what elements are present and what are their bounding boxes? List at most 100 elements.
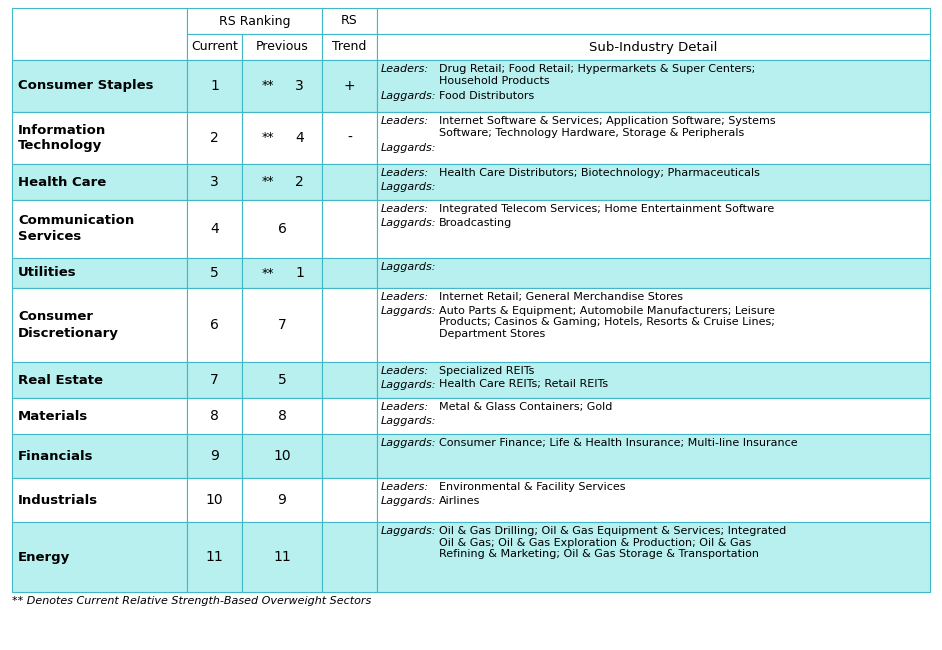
Bar [242, 398, 322, 434]
Text: 6: 6 [210, 318, 219, 332]
Text: Laggards:: Laggards: [381, 438, 436, 448]
Text: Auto Parts & Equipment; Automobile Manufacturers; Leisure
Products; Casinos & Ga: Auto Parts & Equipment; Automobile Manuf… [439, 306, 775, 339]
Text: Laggards:: Laggards: [381, 143, 436, 153]
Text: Laggards:: Laggards: [381, 495, 436, 506]
Bar [242, 164, 322, 200]
Bar [12, 398, 187, 434]
Bar [242, 60, 322, 112]
Bar [322, 258, 377, 288]
Text: Leaders:: Leaders: [381, 64, 430, 74]
Text: Trend: Trend [333, 40, 366, 53]
Bar [322, 8, 377, 34]
Bar [377, 164, 930, 200]
Text: Laggards:: Laggards: [381, 380, 436, 389]
Bar [377, 60, 930, 112]
Bar [322, 34, 377, 60]
Bar [187, 258, 242, 288]
Text: Laggards:: Laggards: [381, 262, 436, 272]
Bar [242, 478, 322, 522]
Text: -: - [347, 131, 352, 145]
Text: RS: RS [341, 14, 358, 27]
Bar [12, 522, 187, 592]
Text: Sub-Industry Detail: Sub-Industry Detail [590, 40, 718, 53]
Text: 7: 7 [210, 373, 219, 387]
Bar [322, 398, 377, 434]
Text: Broadcasting: Broadcasting [439, 218, 512, 227]
Text: 5: 5 [278, 373, 286, 387]
Bar [377, 434, 930, 478]
Bar [187, 34, 242, 60]
Text: Internet Retail; General Merchandise Stores: Internet Retail; General Merchandise Sto… [439, 292, 683, 302]
Text: Financials: Financials [18, 450, 93, 463]
Text: Leaders:: Leaders: [381, 168, 430, 178]
Text: Laggards:: Laggards: [381, 181, 436, 192]
Text: Information
Technology: Information Technology [18, 124, 106, 153]
Text: Health Care: Health Care [18, 176, 106, 188]
Text: Leaders:: Leaders: [381, 116, 430, 126]
Text: Environmental & Facility Services: Environmental & Facility Services [439, 482, 625, 492]
Bar [187, 200, 242, 258]
Text: Consumer
Discretionary: Consumer Discretionary [18, 311, 119, 339]
Bar [322, 60, 377, 112]
Bar [12, 200, 187, 258]
Text: 9: 9 [278, 493, 286, 507]
Bar [377, 288, 930, 362]
Bar [12, 258, 187, 288]
Text: Leaders:: Leaders: [381, 292, 430, 302]
Bar [322, 200, 377, 258]
Text: Health Care Distributors; Biotechnology; Pharmaceuticals: Health Care Distributors; Biotechnology;… [439, 168, 760, 178]
Bar [12, 164, 187, 200]
Text: 2: 2 [210, 131, 219, 145]
Text: **: ** [261, 266, 274, 280]
Bar [377, 362, 930, 398]
Bar [322, 164, 377, 200]
Text: 10: 10 [273, 449, 291, 463]
Text: 8: 8 [210, 409, 219, 423]
Text: Airlines: Airlines [439, 495, 480, 506]
Bar [242, 288, 322, 362]
Bar [377, 8, 930, 34]
Text: Leaders:: Leaders: [381, 366, 430, 376]
Bar [187, 398, 242, 434]
Text: Specialized REITs: Specialized REITs [439, 366, 534, 376]
Text: Current: Current [191, 40, 238, 53]
Bar [12, 60, 187, 112]
Text: 7: 7 [278, 318, 286, 332]
Text: 3: 3 [210, 175, 219, 189]
Bar [187, 8, 322, 34]
Text: +: + [344, 79, 355, 93]
Bar [377, 522, 930, 592]
Bar [377, 34, 930, 60]
Bar [187, 362, 242, 398]
Text: Laggards:: Laggards: [381, 218, 436, 227]
Text: 8: 8 [278, 409, 286, 423]
Text: Drug Retail; Food Retail; Hypermarkets & Super Centers;
Household Products: Drug Retail; Food Retail; Hypermarkets &… [439, 64, 755, 86]
Text: Real Estate: Real Estate [18, 374, 103, 387]
Bar [12, 112, 187, 164]
Text: ** Denotes Current Relative Strength-Based Overweight Sectors: ** Denotes Current Relative Strength-Bas… [12, 596, 371, 606]
Text: Industrials: Industrials [18, 493, 98, 506]
Text: Energy: Energy [18, 551, 71, 564]
Text: 6: 6 [278, 222, 286, 236]
Text: Oil & Gas Drilling; Oil & Gas Equipment & Services; Integrated
Oil & Gas; Oil & : Oil & Gas Drilling; Oil & Gas Equipment … [439, 526, 787, 559]
Bar [322, 434, 377, 478]
Bar [242, 200, 322, 258]
Text: Consumer Finance; Life & Health Insurance; Multi-line Insurance: Consumer Finance; Life & Health Insuranc… [439, 438, 798, 448]
Bar [377, 478, 930, 522]
Text: Leaders:: Leaders: [381, 204, 430, 214]
Bar [187, 434, 242, 478]
Text: 1: 1 [210, 79, 219, 93]
Bar [12, 362, 187, 398]
Text: **: ** [261, 79, 274, 92]
Text: Leaders:: Leaders: [381, 482, 430, 492]
Bar [242, 112, 322, 164]
Text: Previous: Previous [255, 40, 308, 53]
Bar [187, 288, 242, 362]
Text: Integrated Telecom Services; Home Entertainment Software: Integrated Telecom Services; Home Entert… [439, 204, 774, 214]
Text: 4: 4 [210, 222, 219, 236]
Bar [322, 288, 377, 362]
Text: 11: 11 [273, 550, 291, 564]
Text: 3: 3 [295, 79, 304, 93]
Bar [12, 478, 187, 522]
Text: Food Distributors: Food Distributors [439, 91, 534, 101]
